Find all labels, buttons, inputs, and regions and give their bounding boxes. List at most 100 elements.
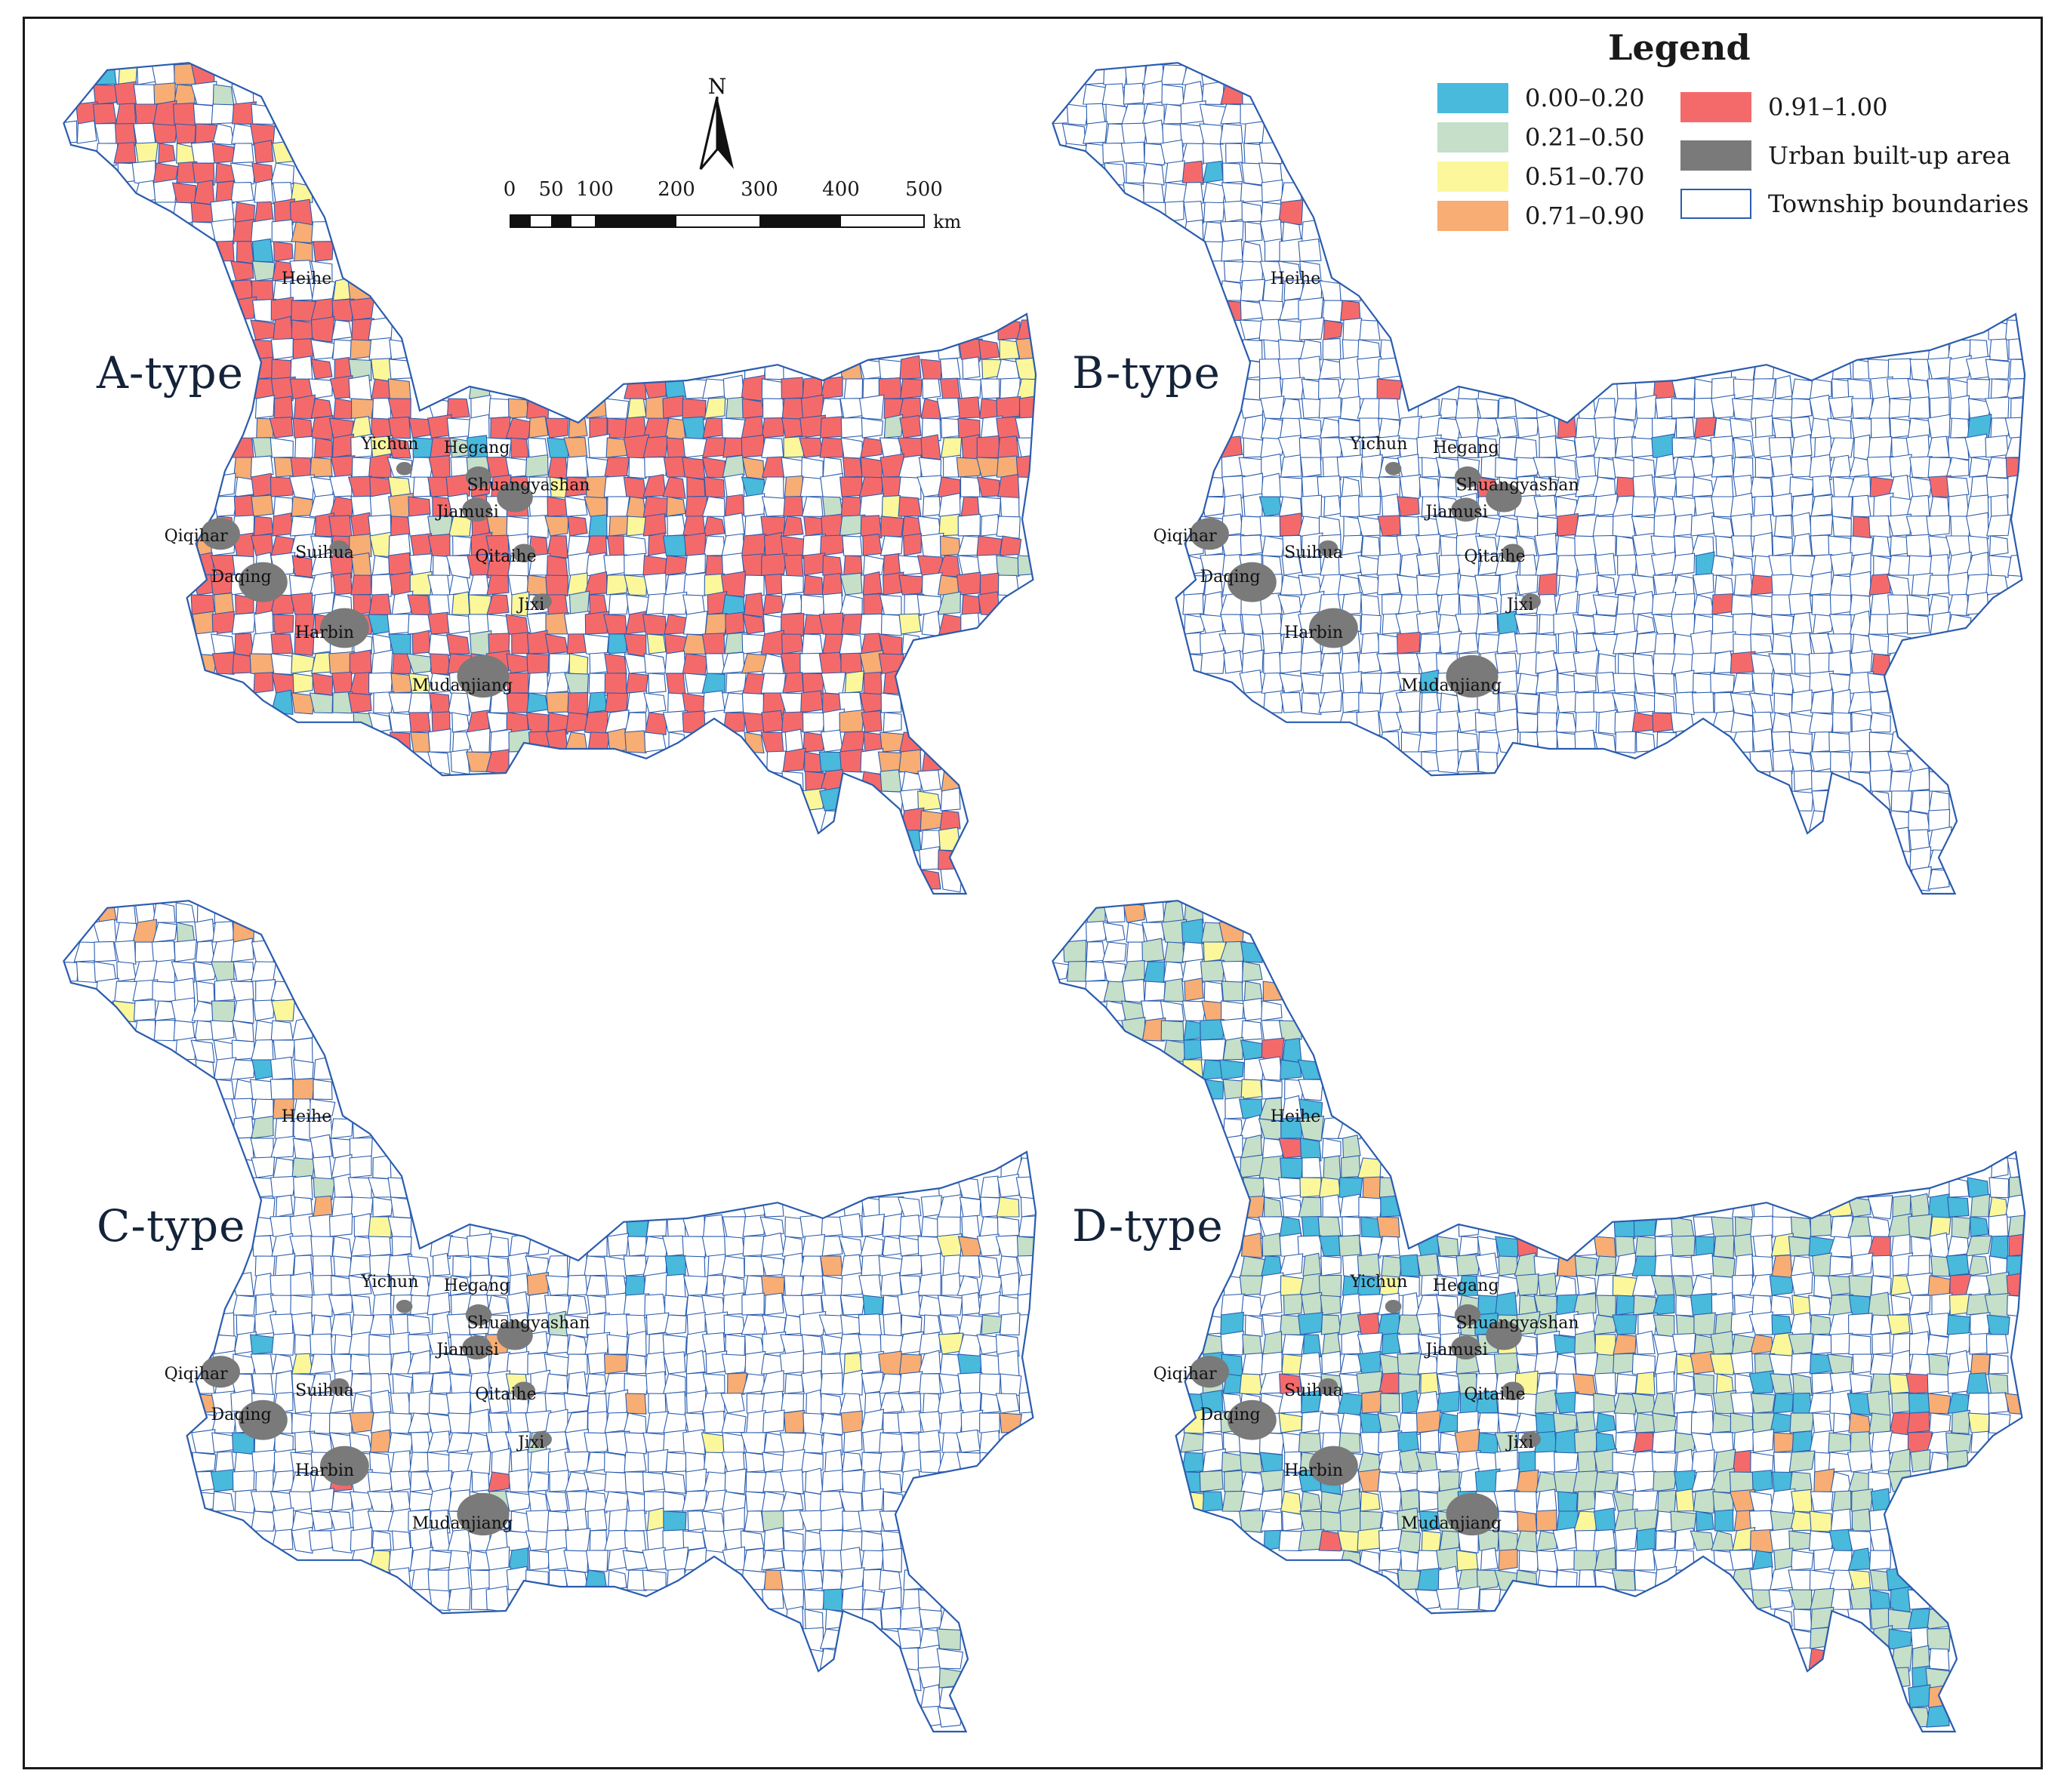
township-polygon bbox=[1536, 1489, 1557, 1513]
township-polygon bbox=[1222, 1036, 1244, 1061]
township-polygon bbox=[1791, 1430, 1813, 1453]
township-polygon bbox=[840, 652, 863, 674]
township-polygon bbox=[310, 1134, 333, 1159]
township-polygon bbox=[2010, 397, 2025, 420]
township-polygon bbox=[231, 1020, 254, 1042]
township-polygon bbox=[1733, 574, 1754, 596]
township-polygon bbox=[1947, 1350, 1970, 1375]
township-polygon bbox=[1674, 1470, 1696, 1493]
township-polygon bbox=[447, 1236, 470, 1257]
township-polygon bbox=[706, 1274, 725, 1296]
township-polygon bbox=[801, 457, 824, 480]
township-polygon bbox=[1377, 1412, 1400, 1433]
township-polygon bbox=[234, 1452, 254, 1474]
township-polygon bbox=[1141, 1017, 1166, 1042]
township-polygon bbox=[1323, 1155, 1342, 1181]
township-polygon bbox=[349, 1412, 374, 1433]
township-polygon bbox=[1242, 1352, 1263, 1375]
township-polygon bbox=[408, 692, 432, 713]
township-polygon bbox=[820, 534, 846, 556]
township-polygon bbox=[1258, 1489, 1283, 1512]
township-polygon bbox=[1259, 1469, 1285, 1492]
township-polygon bbox=[270, 1020, 294, 1041]
township-polygon bbox=[230, 981, 254, 1002]
township-polygon bbox=[1494, 708, 1518, 733]
township-polygon bbox=[1357, 1468, 1381, 1492]
township-polygon bbox=[1749, 750, 1773, 773]
township-polygon bbox=[863, 671, 883, 696]
township-polygon bbox=[1928, 1353, 1950, 1376]
township-polygon bbox=[1298, 1079, 1323, 1101]
township-polygon bbox=[1693, 1489, 1715, 1514]
township-polygon bbox=[1280, 574, 1302, 596]
township-polygon bbox=[1868, 1471, 1892, 1493]
legend-label: 0.51–0.70 bbox=[1525, 162, 1645, 191]
township-polygon bbox=[1357, 516, 1381, 537]
township-polygon bbox=[608, 516, 630, 537]
township-polygon bbox=[761, 437, 784, 460]
township-polygon bbox=[294, 1334, 313, 1357]
township-polygon bbox=[1318, 1177, 1342, 1198]
township-polygon bbox=[349, 297, 375, 321]
township-polygon bbox=[1456, 750, 1479, 773]
township-polygon bbox=[818, 651, 843, 674]
township-polygon bbox=[920, 1684, 941, 1709]
township-polygon bbox=[370, 1373, 392, 1394]
township-polygon bbox=[1239, 1196, 1265, 1219]
township-polygon bbox=[1929, 771, 1950, 792]
township-polygon bbox=[1223, 200, 1244, 223]
township-polygon bbox=[1951, 1216, 1971, 1239]
township-polygon bbox=[193, 961, 217, 982]
township-polygon bbox=[1318, 378, 1342, 401]
township-polygon bbox=[840, 496, 863, 517]
city-label: Jiamusi bbox=[435, 503, 498, 522]
township-polygon bbox=[1260, 396, 1285, 420]
township-polygon bbox=[1849, 650, 1873, 675]
township-polygon bbox=[1262, 1331, 1283, 1355]
township-polygon bbox=[783, 554, 804, 577]
township-polygon bbox=[1869, 691, 1891, 713]
township-polygon bbox=[271, 1529, 294, 1551]
township-polygon bbox=[212, 123, 235, 146]
township-polygon bbox=[839, 709, 865, 733]
urban-built-up-area bbox=[1454, 1304, 1481, 1326]
township-polygons bbox=[63, 63, 1036, 893]
legend-item: 0.21–0.50 bbox=[1437, 121, 1645, 154]
township-polygon bbox=[667, 514, 686, 537]
township-polygon bbox=[525, 1510, 552, 1534]
township-polygon bbox=[1634, 1236, 1657, 1259]
township-polygon bbox=[937, 1707, 963, 1728]
township-polygon bbox=[230, 938, 254, 962]
township-polygon bbox=[1298, 417, 1322, 439]
township-polygon bbox=[1258, 1056, 1283, 1081]
township-polygon bbox=[603, 1255, 627, 1279]
township-polygon bbox=[1830, 1471, 1852, 1495]
township-polygon bbox=[312, 1314, 333, 1338]
township-polygon bbox=[802, 1412, 824, 1436]
township-polygon bbox=[310, 1236, 334, 1258]
township-polygon bbox=[526, 574, 549, 596]
city-label: Hegang bbox=[444, 1276, 510, 1295]
township-polygon bbox=[1574, 1352, 1598, 1376]
township-polygon bbox=[1262, 1177, 1283, 1199]
township-polygon bbox=[211, 633, 235, 654]
township-polygon bbox=[486, 1370, 511, 1394]
township-polygon bbox=[859, 650, 884, 675]
township-polygon bbox=[1299, 1510, 1323, 1532]
township-polygon bbox=[1554, 1452, 1579, 1473]
city-label: Suihua bbox=[1284, 543, 1343, 562]
township-polygon bbox=[1261, 473, 1283, 498]
legend-item: 0.51–0.70 bbox=[1437, 160, 1645, 193]
township-polygon bbox=[1457, 436, 1479, 458]
township-polygon bbox=[1693, 417, 1717, 439]
township-polygon bbox=[1711, 476, 1734, 500]
urban-built-up-area bbox=[1454, 466, 1481, 488]
township-polygon bbox=[1910, 1449, 1931, 1473]
township-polygon bbox=[427, 1275, 454, 1297]
township-polygon bbox=[1456, 1253, 1480, 1276]
township-polygon bbox=[565, 712, 588, 733]
township-polygon bbox=[1299, 1138, 1322, 1162]
township-polygon bbox=[290, 592, 313, 617]
township-polygon bbox=[745, 1471, 768, 1493]
